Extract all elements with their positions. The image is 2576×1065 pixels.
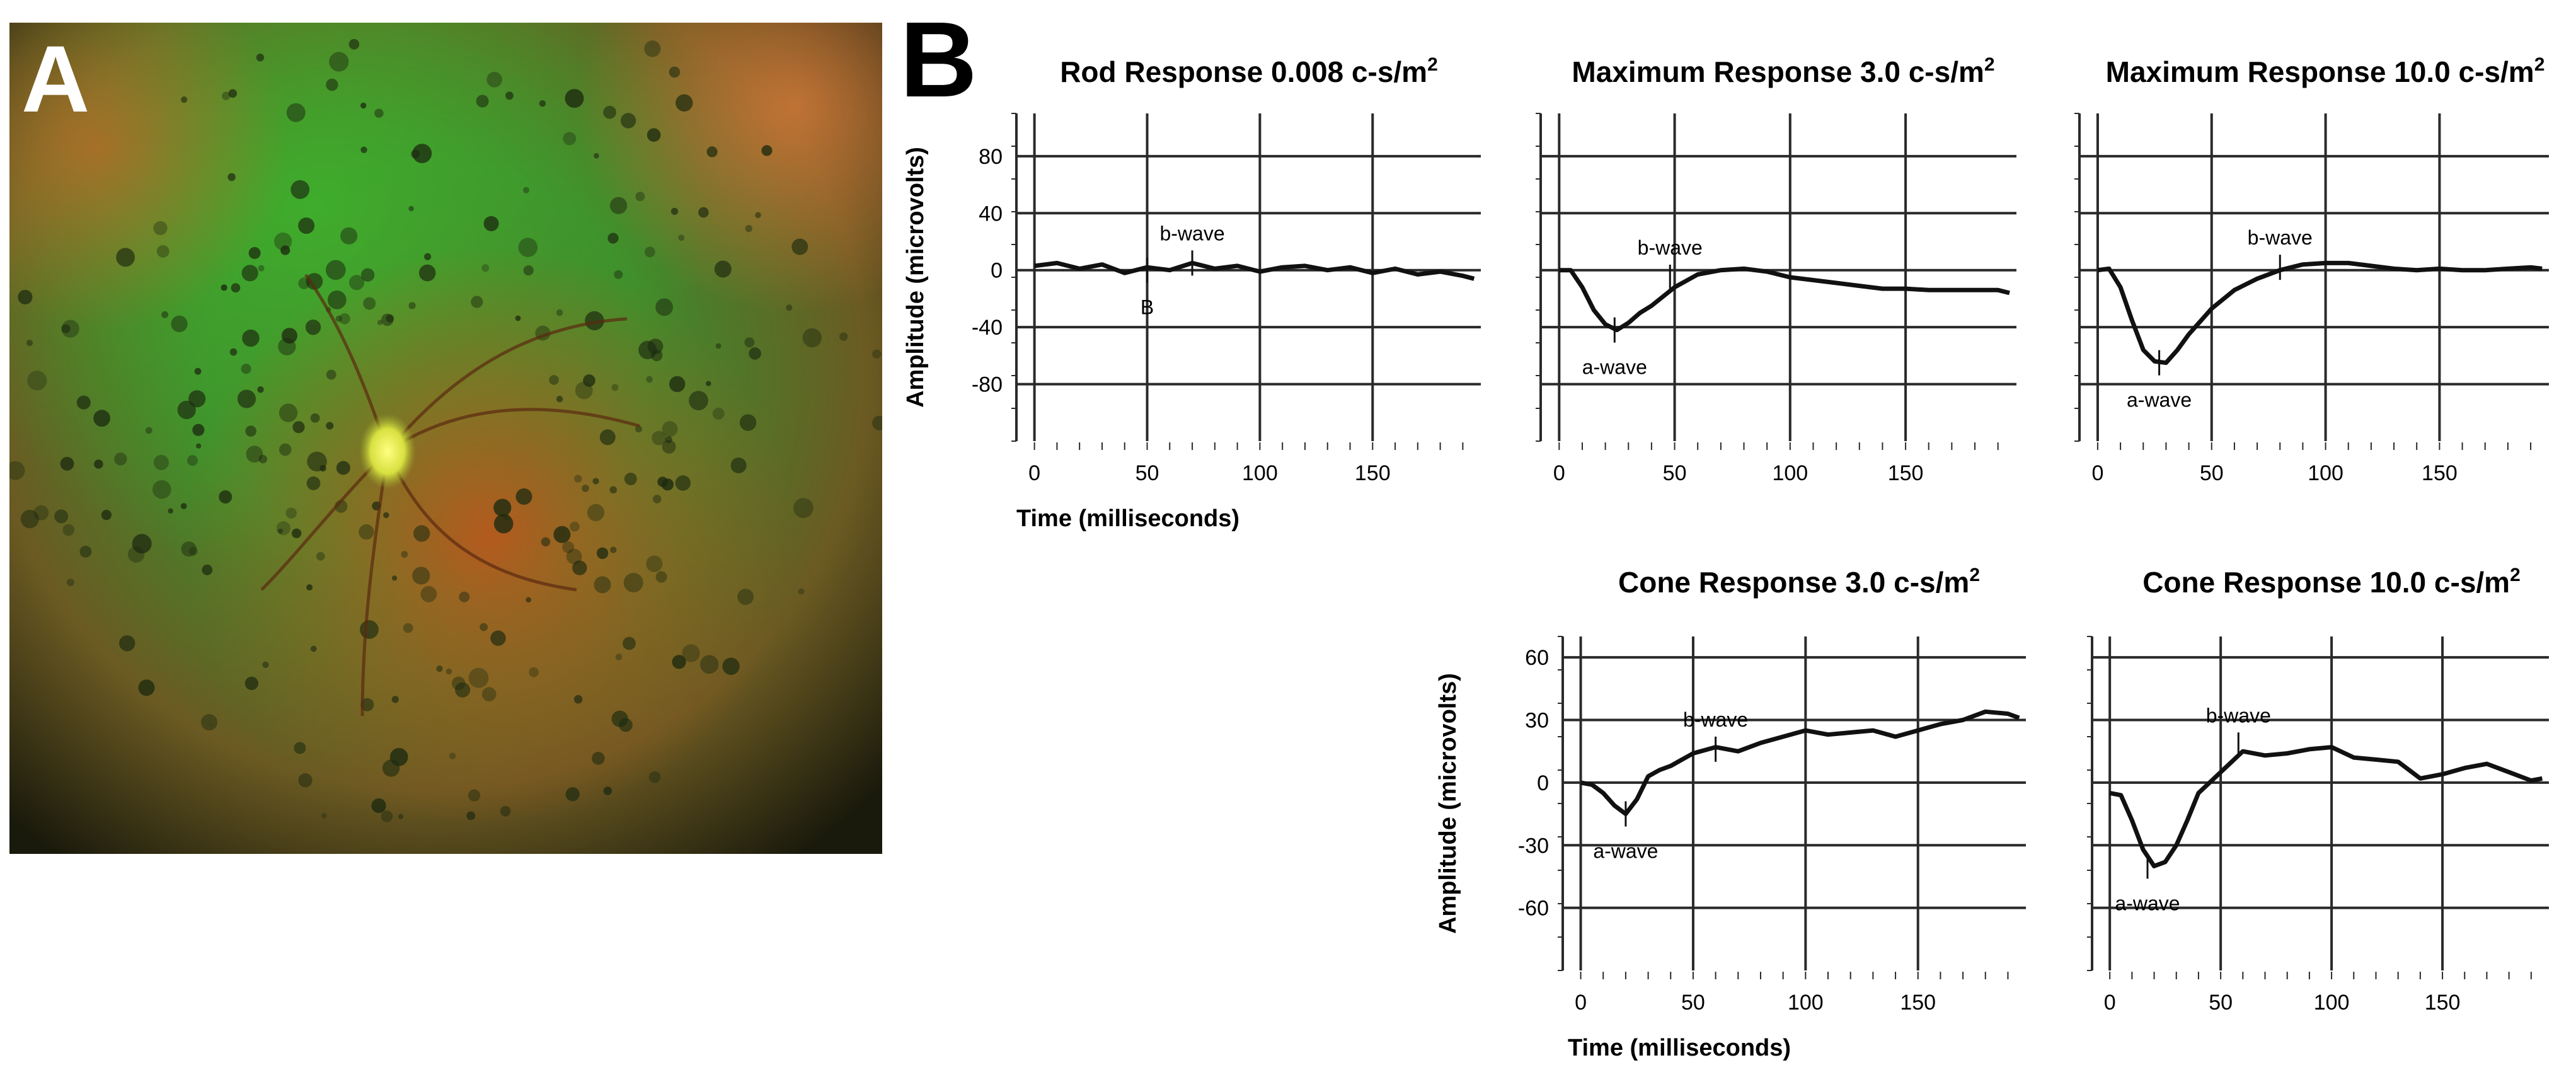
annotation-label: a-wave [1593,840,1658,863]
panel-a-label: A [21,26,90,132]
erg-waveform [1034,260,1475,281]
annotation-label: b-wave [2248,226,2313,249]
annotation-label: b-wave [2206,704,2271,727]
y-tick-label: 60 [1525,646,1549,670]
annotation-label: a-wave [1582,356,1647,379]
x-tick-label: 150 [1888,461,1924,485]
x-tick-label: 100 [2308,461,2343,485]
y-tick-label: -80 [972,373,1003,397]
erg-waveform [1580,709,2020,817]
y-axis-label: Amplitude (microvolts) [1435,673,1461,934]
erg-waveform [2097,260,2543,366]
y-tick-label: -30 [1518,834,1549,858]
erg-chart-5: Cone Response 10.0 c-s/m2 0 50 100 150 b-wave… [2087,565,2549,1015]
x-tick-label: 0 [2091,461,2103,485]
x-tick-label: 100 [2314,991,2350,1015]
x-tick-label: 100 [1772,461,1808,485]
annotation-label: b-wave [1683,708,1748,731]
x-axis-label: Time (milliseconds) [1568,1035,1791,1061]
annotation-label: b-wave [1638,236,1703,259]
x-tick-label: 50 [1681,991,1705,1015]
annotation-label: a-wave [2127,389,2192,412]
erg-waveform [2109,745,2543,868]
x-tick-label: 50 [2209,991,2233,1015]
x-tick-label: 100 [1242,461,1278,485]
panel-b-label: B [900,0,977,120]
y-tick-label: -60 [1518,897,1549,921]
optic-disc [359,413,416,489]
erg-waveform [1559,266,2010,333]
y-tick-label: 40 [979,202,1003,226]
annotation-label: b-wave [1159,222,1224,245]
chart-title: Maximum Response 3.0 c-s/m2 [1572,54,1994,88]
y-tick-label: 0 [1537,771,1549,795]
y-axis-label: Amplitude (microvolts) [902,147,929,408]
y-tick-label: 30 [1525,709,1549,733]
erg-chart-3: Maximum Response 10.0 c-s/m2 0 50 100 150 b-w… [2074,54,2549,485]
chart-title: Maximum Response 10.0 c-s/m2 [2106,54,2545,88]
x-tick-label: 150 [1355,461,1391,485]
chart-title: Rod Response 0.008 c-s/m2 [1060,54,1438,88]
chart-title: Cone Response 10.0 c-s/m2 [2142,565,2521,599]
pigment-spots [9,38,882,822]
y-tick-label: 0 [991,259,1003,283]
x-tick-label: 150 [1900,991,1936,1015]
x-tick-label: 0 [2104,991,2116,1015]
x-tick-label: 150 [2422,461,2458,485]
erg-chart-4: Cone Response 3.0 c-s/m2 0 50 100 150 60 30 0 -3… [1435,565,2026,1061]
chart-title: Cone Response 3.0 c-s/m2 [1618,565,1980,599]
erg-chart-1: Rod Response 0.008 c-s/m2 0 50 100 150 80 40 0 -… [902,54,1481,532]
x-tick-label: 50 [2200,461,2224,485]
erg-chart-2: Maximum Response 3.0 c-s/m2 0 50 100 150 b-wa… [1536,54,2016,485]
x-tick-label: 100 [1788,991,1824,1015]
x-axis-label: Time (milliseconds) [1016,505,1239,532]
annotation-label: a-wave [2115,892,2180,914]
annotation-label: B [1141,296,1154,319]
x-tick-label: 0 [1575,991,1587,1015]
fundus-photograph [9,23,882,854]
x-tick-label: 0 [1028,461,1040,485]
y-tick-label: 80 [979,145,1003,169]
x-tick-label: 50 [1663,461,1687,485]
x-tick-label: 150 [2425,991,2461,1015]
x-tick-label: 0 [1553,461,1565,485]
y-tick-label: -40 [972,316,1003,340]
x-tick-label: 50 [1136,461,1159,485]
